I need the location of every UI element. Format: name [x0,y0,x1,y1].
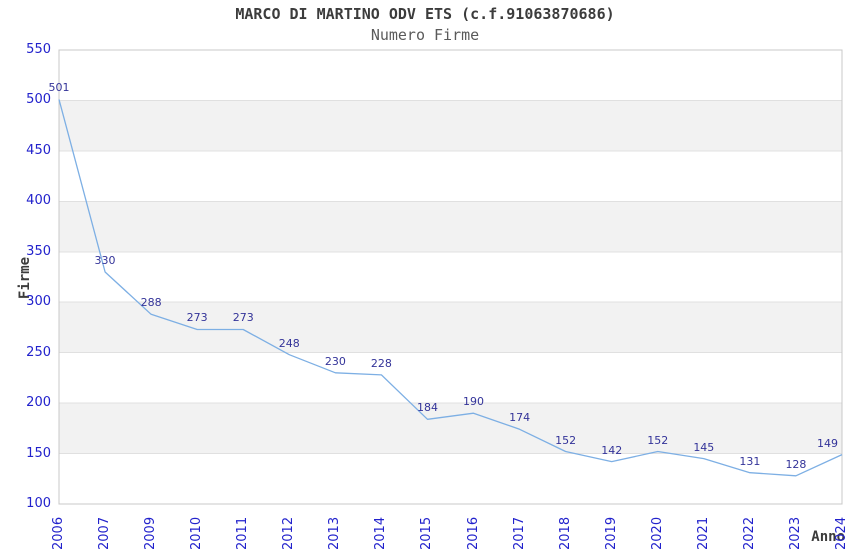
chart-subtitle: Numero Firme [370,26,480,44]
data-label: 131 [739,454,761,468]
x-tick-label: 2016 [465,516,481,550]
x-tick-label: 2020 [649,516,665,550]
x-tick-label: 2022 [741,516,757,550]
x-tick-label: 2023 [787,516,803,550]
x-tick-label: 2007 [97,516,113,550]
series-line [58,99,843,477]
x-tick-label: 2017 [511,516,527,550]
data-label: 228 [370,356,392,370]
data-label: 273 [186,311,208,325]
data-label: 273 [232,311,254,325]
data-label: 152 [555,433,577,447]
x-tick-label: 2021 [695,516,711,550]
data-label: 330 [94,253,116,267]
x-axis-title: Anno [811,529,845,545]
y-tick-label: 400 [26,193,51,209]
x-tick-label: 2006 [51,516,66,550]
plot-band [59,302,842,353]
x-tick-label: 2015 [419,516,435,550]
data-label: 190 [463,395,485,409]
x-tick-label: 2013 [327,516,343,550]
x-tick-label: 2010 [189,516,205,550]
x-tick-label: 2024 [834,516,849,550]
data-label: 184 [416,401,438,415]
y-tick-label: 500 [26,92,51,108]
y-tick-label: 300 [26,294,51,310]
y-tick-label: 150 [26,445,51,461]
data-label: 142 [601,443,623,457]
x-tick-label: 2019 [603,516,619,550]
data-label: 288 [140,296,162,310]
data-label: 174 [509,411,531,425]
y-tick-label: 350 [26,243,51,259]
y-tick-label: 250 [26,344,51,360]
data-label: 501 [48,81,70,95]
data-label: 145 [693,440,715,454]
y-tick-label: 450 [26,142,51,158]
data-label: 128 [785,457,807,471]
x-tick-label: 2014 [373,516,389,550]
data-label: 152 [647,433,669,447]
plot-band [59,201,842,252]
data-label: 149 [817,436,838,450]
x-tick-label: 2012 [281,516,297,550]
x-tick-label: 2009 [143,516,159,550]
x-tick-label: 2018 [557,516,573,550]
data-label: 230 [324,354,346,368]
x-tick-label: 2011 [235,516,251,550]
y-tick-label: 200 [26,395,51,411]
plot-border [58,49,843,505]
data-label: 248 [278,336,300,350]
plot-band [59,100,842,151]
y-tick-label: 100 [26,496,51,511]
plot-band [59,403,842,454]
chart-title: MARCO DI MARTINO ODV ETS (c.f.9106387068… [235,5,615,23]
y-tick-label: 550 [26,42,51,57]
